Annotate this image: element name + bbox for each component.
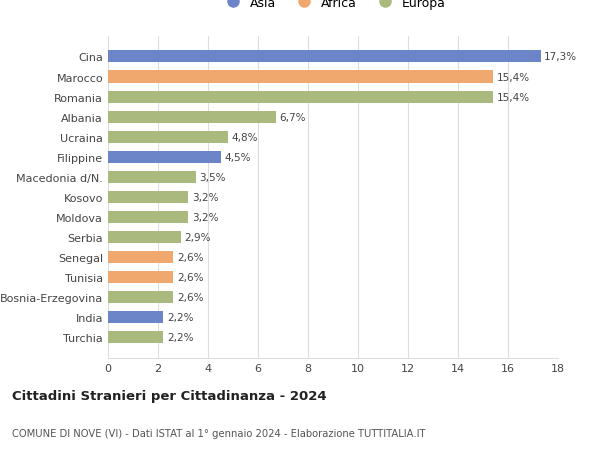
Bar	[108, 311, 163, 324]
Text: 2,2%: 2,2%	[167, 313, 193, 322]
Text: 2,6%: 2,6%	[177, 292, 203, 302]
Text: 3,2%: 3,2%	[192, 213, 218, 222]
Bar	[108, 171, 196, 183]
Text: 4,5%: 4,5%	[224, 152, 251, 162]
Bar	[108, 91, 493, 103]
Text: 17,3%: 17,3%	[544, 52, 577, 62]
Bar	[108, 231, 181, 243]
Bar	[108, 191, 188, 203]
Bar	[108, 331, 163, 343]
Bar	[108, 51, 541, 63]
Text: COMUNE DI NOVE (VI) - Dati ISTAT al 1° gennaio 2024 - Elaborazione TUTTITALIA.IT: COMUNE DI NOVE (VI) - Dati ISTAT al 1° g…	[12, 428, 425, 438]
Text: Cittadini Stranieri per Cittadinanza - 2024: Cittadini Stranieri per Cittadinanza - 2…	[12, 389, 326, 403]
Text: 2,2%: 2,2%	[167, 332, 193, 342]
Text: 3,5%: 3,5%	[199, 173, 226, 182]
Legend: Asia, Africa, Europa: Asia, Africa, Europa	[215, 0, 451, 15]
Bar	[108, 112, 275, 123]
Bar	[108, 271, 173, 283]
Text: 15,4%: 15,4%	[497, 73, 530, 82]
Bar	[108, 131, 228, 143]
Text: 4,8%: 4,8%	[232, 132, 258, 142]
Text: 2,9%: 2,9%	[184, 232, 211, 242]
Text: 15,4%: 15,4%	[497, 92, 530, 102]
Bar	[108, 212, 188, 224]
Bar	[108, 71, 493, 84]
Text: 2,6%: 2,6%	[177, 272, 203, 282]
Bar	[108, 151, 221, 163]
Text: 3,2%: 3,2%	[192, 192, 218, 202]
Text: 6,7%: 6,7%	[279, 112, 306, 123]
Bar	[108, 291, 173, 303]
Bar	[108, 252, 173, 263]
Text: 2,6%: 2,6%	[177, 252, 203, 263]
